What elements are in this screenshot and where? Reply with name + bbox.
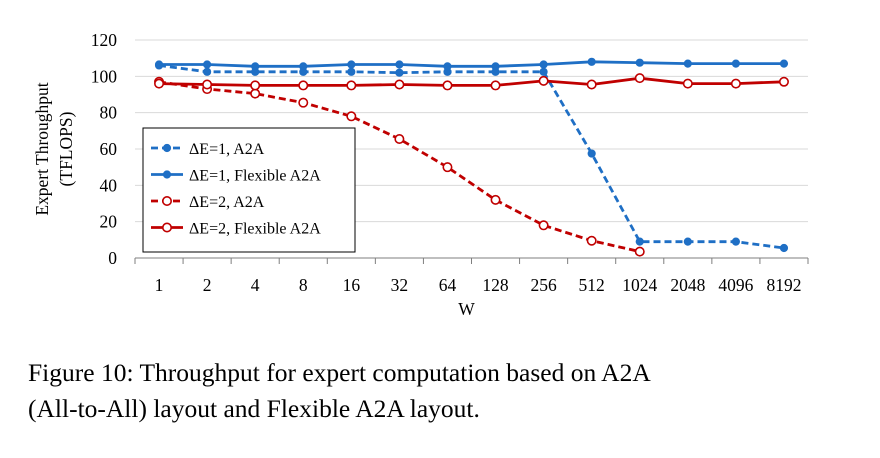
series-4-point-3 xyxy=(250,80,261,91)
legend-marker-4 xyxy=(162,222,173,233)
series-1-point-2 xyxy=(203,67,212,76)
series-1-point-10 xyxy=(587,149,596,158)
y-tick-label-120: 120 xyxy=(91,30,118,50)
series-2-point-9 xyxy=(539,60,548,69)
x-tick-label-512: 512 xyxy=(579,275,605,295)
x-tick-label-2: 2 xyxy=(203,275,212,295)
y-tick-label-60: 60 xyxy=(100,139,118,159)
series-2-point-4 xyxy=(299,62,308,71)
series-1-point-14 xyxy=(779,243,789,253)
series-2-point-8 xyxy=(491,62,500,71)
series-4-point-14 xyxy=(778,76,789,87)
series-2-point-10 xyxy=(587,57,596,66)
legend-label-1: ΔE=1, A2A xyxy=(189,141,265,158)
series-1-point-12 xyxy=(683,237,692,246)
series-line-1 xyxy=(158,64,785,250)
x-tick-label-128: 128 xyxy=(482,275,509,295)
series-2-point-6 xyxy=(395,60,404,69)
x-tick-label-64: 64 xyxy=(439,275,457,295)
y-axis-title-line-1: Expert Throughput xyxy=(32,82,52,215)
legend-label-4: ΔE=2, Flexible A2A xyxy=(189,221,321,238)
series-2-point-1 xyxy=(154,60,164,69)
series-1-point-11 xyxy=(635,237,644,246)
series-2-point-11 xyxy=(635,58,644,67)
x-tick-label-4: 4 xyxy=(251,275,260,295)
legend-marker-3 xyxy=(162,196,173,207)
legend-marker-1 xyxy=(162,143,172,153)
series-line-4 xyxy=(158,76,785,87)
series-3-point-6 xyxy=(394,134,405,145)
y-tick-label-0: 0 xyxy=(108,248,117,268)
x-tick-label-8192: 8192 xyxy=(766,275,801,295)
caption-line-1: Figure 10: Throughput for expert computa… xyxy=(28,358,651,387)
series-3-point-3 xyxy=(250,88,261,99)
legend-marker-2 xyxy=(162,170,172,179)
series-2-point-5 xyxy=(347,60,356,69)
legend-label-3: ΔE=2, A2A xyxy=(189,194,265,211)
x-axis-title: W xyxy=(458,299,475,319)
series-2-point-13 xyxy=(731,59,740,68)
series-1-point-13 xyxy=(731,237,740,246)
series-line-2 xyxy=(159,60,784,68)
y-tick-label-40: 40 xyxy=(100,175,118,195)
series-3-point-8 xyxy=(490,194,501,205)
series-3-point-5 xyxy=(346,111,357,122)
y-tick-label-80: 80 xyxy=(100,103,118,123)
series-4-point-1 xyxy=(154,78,165,89)
series-1-point-5 xyxy=(347,67,356,76)
series-4-point-6 xyxy=(394,79,405,90)
series-4-point-10 xyxy=(586,79,597,90)
x-tick-label-16: 16 xyxy=(343,275,361,295)
series-4-point-11 xyxy=(634,73,645,84)
series-3-point-10 xyxy=(586,235,597,246)
y-axis-title-line-2: (TFLOPS) xyxy=(56,111,76,186)
x-tick-label-1024: 1024 xyxy=(622,275,657,295)
series-4-point-7 xyxy=(442,80,453,91)
series-3-point-4 xyxy=(298,97,309,108)
series-4-point-12 xyxy=(682,78,693,89)
series-4-point-13 xyxy=(730,78,741,89)
series-1-point-9 xyxy=(539,67,548,76)
x-tick-label-4096: 4096 xyxy=(718,275,753,295)
series-2-point-2 xyxy=(203,60,212,69)
series-2-point-14 xyxy=(779,59,789,68)
series-2-point-12 xyxy=(683,59,692,68)
series-4-point-2 xyxy=(202,79,213,90)
x-tick-label-8: 8 xyxy=(299,275,308,295)
series-4-point-8 xyxy=(490,80,501,91)
throughput-chart: 0 20 40 60 80 100 120 1 2 4 8 16 32 64 128 256 512 1024 20… xyxy=(32,30,809,319)
x-tick-label-1: 1 xyxy=(155,275,164,295)
legend-label-2: ΔE=1, Flexible A2A xyxy=(189,168,321,185)
y-tick-label-20: 20 xyxy=(100,212,118,232)
y-tick-label-100: 100 xyxy=(91,66,118,86)
x-tick-label-32: 32 xyxy=(391,275,409,295)
series-1-point-6 xyxy=(395,68,404,77)
series-2-point-3 xyxy=(251,62,260,71)
series-2-point-7 xyxy=(443,62,452,71)
series-4-point-4 xyxy=(298,80,309,91)
series-4-point-9 xyxy=(538,75,549,86)
series-4-point-5 xyxy=(346,80,357,91)
series-3-point-9 xyxy=(538,220,549,231)
figure-caption: Figure 10: Throughput for expert computa… xyxy=(28,355,858,427)
series-3-point-7 xyxy=(442,162,453,173)
x-tick-label-2048: 2048 xyxy=(670,275,705,295)
series-3-point-11 xyxy=(634,246,645,257)
caption-line-2: (All-to-All) layout and Flexible A2A lay… xyxy=(28,394,480,423)
x-tick-label-256: 256 xyxy=(530,275,557,295)
